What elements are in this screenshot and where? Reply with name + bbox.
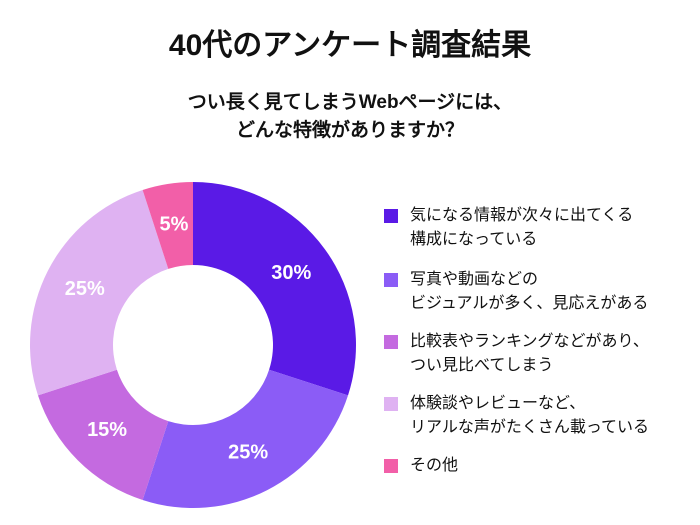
data-label: 15% (87, 419, 127, 441)
donut-segment (29, 189, 169, 396)
donut-segment (37, 369, 169, 501)
legend-swatch (384, 273, 398, 287)
chart-title: 40代のアンケート調査結果 (169, 28, 531, 62)
legend-swatch (384, 335, 398, 349)
data-label: 25% (228, 442, 268, 464)
donut-segment (142, 182, 193, 269)
data-label: 5% (160, 213, 189, 235)
donut-segment (193, 182, 357, 396)
legend-label: 気になる情報が次々に出てくる (410, 206, 633, 224)
legend-label: 体験談やレビューなど、 (410, 394, 585, 412)
legend-label: ビジュアルが多く、見応えがある (410, 294, 648, 312)
donut-segment (142, 369, 349, 508)
legend-swatch (384, 209, 398, 223)
legend-label: その他 (410, 456, 458, 474)
legend-label: 比較表やランキングなどがあり、 (410, 332, 649, 350)
legend-label: 写真や動画などの (410, 270, 538, 288)
legend-label: リアルな声がたくさん載っている (410, 418, 649, 436)
legend-swatch (384, 397, 398, 411)
legend-label: つい見比べてしまう (410, 356, 553, 374)
legend-label: 構成になっている (410, 230, 537, 248)
legend-swatch (384, 459, 398, 473)
chart-subtitle: どんな特徴がありますか？ (236, 118, 464, 141)
data-label: 30% (271, 262, 311, 284)
data-label: 25% (65, 278, 105, 300)
chart-subtitle: つい長く見てしまうWebページには、 (188, 91, 512, 113)
